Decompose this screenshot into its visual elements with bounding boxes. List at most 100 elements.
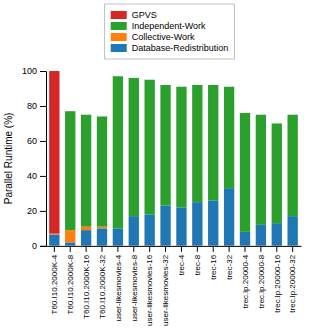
legend: GPVSIndependent-WorkCollective-WorkDatab…: [105, 4, 235, 59]
tick: 80: [27, 101, 46, 111]
tick: 40: [27, 171, 46, 181]
tick-mark: [40, 246, 46, 247]
bar: [287, 114, 297, 115]
bar: [145, 214, 155, 245]
tick-label: trec-32: [225, 254, 234, 279]
tick-mark: [229, 246, 230, 252]
legend-label: GPVS: [132, 10, 157, 20]
tick-label: 0: [32, 241, 37, 251]
legend-swatch: [111, 44, 127, 52]
bar: [192, 202, 202, 246]
tick-mark: [181, 246, 182, 252]
tick: trec-16: [209, 246, 218, 280]
bar: [208, 200, 218, 245]
bar: [192, 85, 202, 202]
legend-item: Independent-Work: [111, 21, 206, 31]
tick: user-likesmovies-8: [130, 246, 139, 322]
bar: [81, 227, 91, 230]
tick: trec.lp.20000-32: [288, 246, 297, 313]
tick-mark: [213, 246, 214, 252]
tick-mark: [244, 246, 245, 252]
tick-label: user-likesmovies-8: [130, 254, 139, 321]
tick-mark: [149, 246, 150, 252]
bar: [97, 116, 107, 117]
bar: [224, 86, 234, 87]
bar: [272, 123, 282, 223]
bar: [224, 188, 234, 246]
tick-mark: [117, 246, 118, 252]
tick: trec.lp.20000-16: [273, 246, 282, 313]
tick-mark: [133, 246, 134, 252]
bar: [256, 115, 266, 225]
tick-label: trec.lp.20000-32: [288, 254, 297, 312]
bar: [176, 207, 186, 245]
bar: [113, 76, 123, 77]
bar: [224, 87, 234, 188]
bar: [81, 230, 91, 246]
tick-mark: [40, 211, 46, 212]
bar: [81, 115, 91, 227]
tick: T60.I10.2000K-4: [50, 246, 59, 315]
tick: trec-4: [177, 246, 186, 275]
bar: [192, 84, 202, 85]
bar: [208, 84, 218, 85]
bar: [97, 228, 107, 245]
tick-mark: [292, 246, 293, 252]
bars: [49, 71, 298, 246]
legend-label: Independent-Work: [132, 21, 206, 31]
bar: [65, 111, 75, 112]
tick-label: trec-8: [193, 254, 202, 275]
bar: [145, 80, 155, 215]
bar: [97, 227, 107, 229]
bar: [145, 79, 155, 80]
legend-item: GPVS: [111, 10, 157, 20]
tick-label: 20: [27, 206, 37, 216]
bar: [240, 112, 250, 113]
legend-label: Collective-Work: [132, 32, 195, 42]
bar: [208, 85, 218, 200]
bar: [176, 86, 186, 87]
tick: user-likesmovies-4: [114, 246, 123, 322]
tick: 20: [27, 206, 46, 216]
bar: [129, 78, 139, 216]
tick-mark: [40, 141, 46, 142]
tick-label: trec.lp.20000-16: [273, 254, 282, 312]
bar: [49, 234, 59, 245]
bar: [81, 114, 91, 115]
bar: [256, 225, 266, 246]
tick-label: 60: [27, 136, 37, 146]
bar: [129, 77, 139, 78]
bar: [287, 115, 297, 216]
tick: trec.lp.20000-8: [257, 246, 266, 308]
tick-label: 80: [27, 101, 37, 111]
bar: [256, 114, 266, 115]
legend-frame: [105, 4, 235, 59]
tick: trec.lp.20000-4: [241, 246, 250, 308]
legend-item: Collective-Work: [111, 32, 195, 42]
tick-label: 40: [27, 171, 37, 181]
tick-mark: [102, 246, 103, 252]
bar-series: [65, 76, 298, 232]
legend-label: Database-Redistribution: [132, 43, 229, 53]
bar-series: [49, 71, 59, 234]
tick: user-likesmovies-16: [145, 246, 154, 326]
tick: trec-8: [193, 246, 202, 275]
tick-label: T60.I10.2000K-4: [50, 254, 59, 314]
tick: 0: [32, 241, 46, 251]
tick: T60.I10.2000K-8: [66, 246, 75, 315]
bar: [160, 206, 170, 246]
bar: [272, 123, 282, 124]
tick-mark: [260, 246, 261, 252]
axis-line: [40, 72, 47, 247]
tick-label: trec-4: [177, 254, 186, 275]
legend-swatch: [111, 11, 127, 19]
tick: 60: [27, 136, 46, 146]
tick-label: user-likesmovies-4: [114, 254, 123, 321]
bar: [129, 216, 139, 246]
tick-mark: [54, 246, 55, 252]
bar: [49, 71, 59, 234]
chart: GPVSIndependent-WorkCollective-WorkDatab…: [0, 0, 309, 333]
axis-line: [47, 246, 302, 247]
legend-swatch: [111, 22, 127, 30]
tick-mark: [86, 246, 87, 252]
